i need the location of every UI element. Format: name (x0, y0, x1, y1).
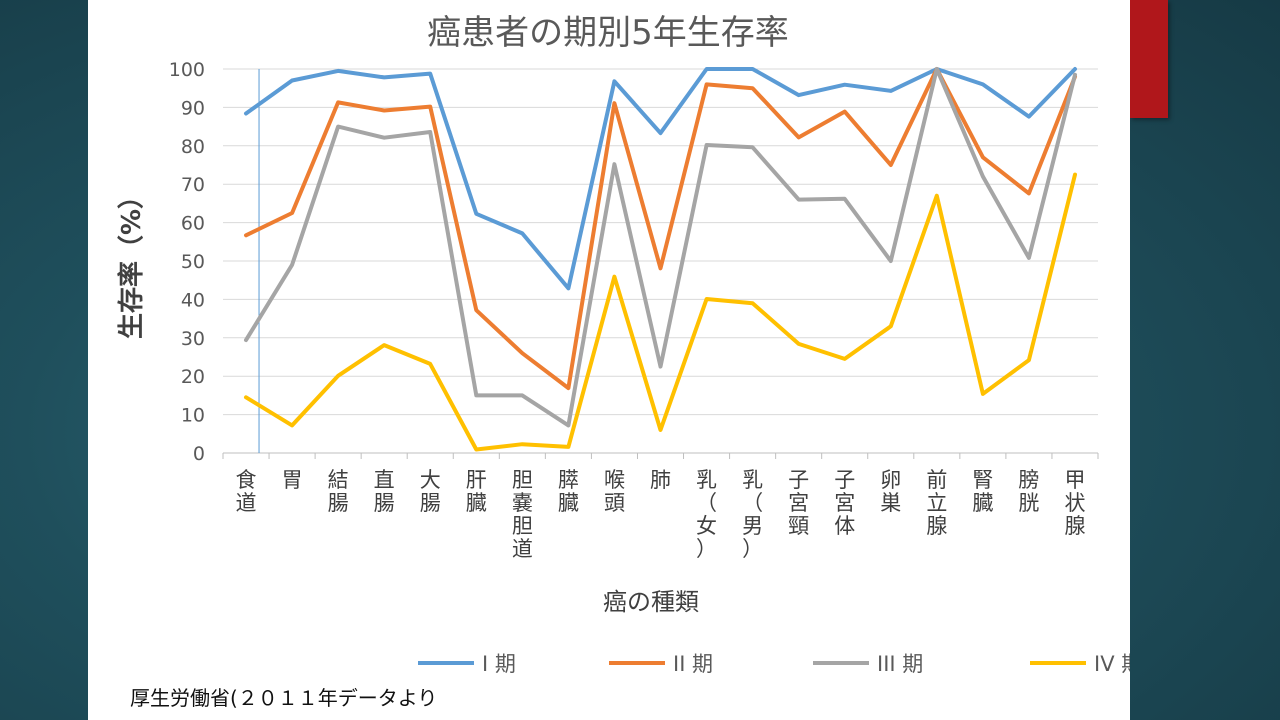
x-tick-label: 乳（女） (696, 468, 717, 561)
x-tick-label: 胃 (282, 468, 303, 492)
slide-panel (88, 0, 1130, 720)
y-tick-40: 40 (181, 289, 205, 311)
x-axis-label: 癌の種類 (603, 588, 699, 616)
y-tick-60: 60 (181, 213, 205, 235)
survival-rate-chart: 癌患者の期別5年生存率 0 10 20 30 40 50 60 70 80 90 100 食道 胃 結腸… (116, 13, 1130, 676)
series-line-2 (244, 67, 1077, 391)
x-tick-label: 前立腺 (926, 468, 947, 538)
series-line-4 (244, 172, 1077, 452)
x-tick-label: 膀胱 (1018, 468, 1039, 515)
legend-label-3: III 期 (877, 652, 923, 676)
x-tick-label: 膵臓 (558, 468, 579, 515)
x-tick-label: 乳（男） (742, 468, 763, 561)
y-tick-labels: 0 10 20 30 40 50 60 70 80 90 100 (169, 59, 205, 465)
x-tick-label: 直腸 (374, 468, 395, 515)
x-tick-label: 子宮体 (834, 468, 855, 538)
series-lines (244, 67, 1077, 452)
x-tick-label: 結腸 (328, 468, 349, 515)
chart-title: 癌患者の期別5年生存率 (427, 13, 789, 53)
legend: I 期 II 期 III 期 IV 期 (418, 652, 1130, 676)
series-line-3 (244, 67, 1077, 428)
x-tick-label: 卵巣 (880, 468, 901, 515)
legend-label-1: I 期 (482, 652, 516, 676)
red-accent-bar (1130, 0, 1168, 118)
y-tick-10: 10 (181, 405, 205, 427)
y-tick-80: 80 (181, 136, 205, 158)
y-axis-label: 生存率（%） (116, 183, 147, 339)
x-tick-label: 子宮頸 (788, 468, 809, 538)
legend-label-2: II 期 (673, 652, 713, 676)
x-tick-label: 喉頭 (604, 468, 625, 515)
y-tick-30: 30 (181, 328, 205, 350)
x-tick-label: 肺 (650, 468, 671, 492)
x-tick-label: 肝臓 (466, 468, 487, 515)
y-tick-100: 100 (169, 59, 205, 81)
x-tick-label: 食道 (236, 468, 257, 515)
y-tick-70: 70 (181, 174, 205, 196)
x-tick-label: 腎臓 (972, 468, 993, 515)
x-tick-label: 大腸 (420, 468, 441, 515)
y-tick-20: 20 (181, 366, 205, 388)
x-tick-label: 胆嚢胆道 (512, 468, 533, 561)
x-tick-label: 甲状腺 (1064, 468, 1085, 538)
y-tick-0: 0 (193, 443, 205, 465)
y-tick-50: 50 (181, 251, 205, 273)
legend-label-4: IV 期 (1094, 652, 1130, 676)
y-tick-90: 90 (181, 97, 205, 119)
source-note: 厚生労働省(２０１１年データより (130, 686, 438, 710)
